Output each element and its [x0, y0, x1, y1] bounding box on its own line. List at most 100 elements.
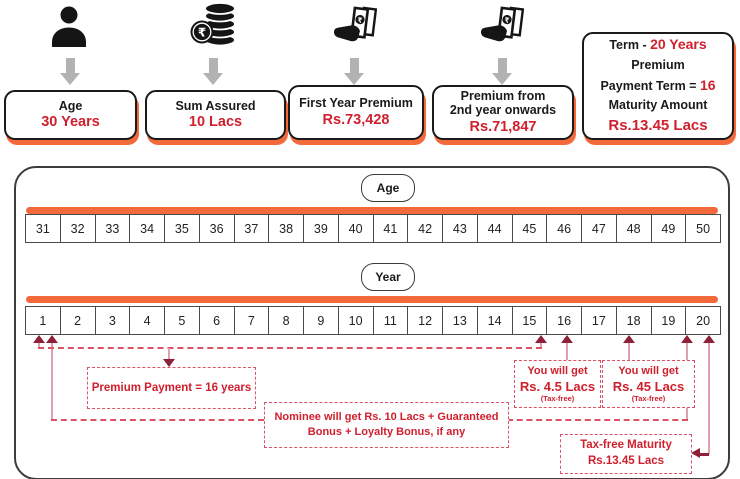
renewal-premium-title-line2: 2nd year onwards	[449, 103, 557, 118]
person-icon	[48, 5, 90, 47]
down-arrow-icon	[60, 58, 80, 85]
connector-line	[628, 343, 630, 361]
svg-text:₹: ₹	[357, 16, 363, 25]
svg-text:₹: ₹	[504, 16, 510, 25]
renewal-premium-card: Premium from 2nd year onwards Rs.71,847	[432, 85, 574, 140]
benefit-year18-note: You will get Rs. 45 Lacs (Tax-free)	[602, 360, 695, 408]
age-cell: 48	[617, 215, 652, 242]
age-cell: 45	[513, 215, 548, 242]
connector-line	[51, 343, 53, 421]
connector-line	[38, 343, 40, 349]
age-pill: Age	[361, 174, 415, 202]
age-cell: 42	[408, 215, 443, 242]
age-cell: 36	[200, 215, 235, 242]
sum-assured-title: Sum Assured	[175, 98, 256, 113]
year-cell: 3	[96, 307, 131, 334]
year-pill: Year	[361, 263, 415, 291]
up-arrow-year20-b	[703, 335, 715, 343]
summary-term-line: Term - 20 Years	[609, 34, 706, 55]
age-cell: 40	[339, 215, 374, 242]
age-cell: 31	[26, 215, 61, 242]
benefit16-line1: You will get	[527, 364, 588, 377]
connector-line	[566, 343, 568, 361]
year-cell: 13	[443, 307, 478, 334]
year-cell: 16	[547, 307, 582, 334]
timeline-panel: Age 31 32 33 34 35 36 37 38 39 40 41 42 43 44 45 46 47 48…	[14, 166, 730, 479]
up-arrow-year20-a	[681, 335, 693, 343]
up-arrow-year1-a	[33, 335, 45, 343]
age-cell: 33	[96, 215, 131, 242]
nominee-dashed-line-right	[507, 419, 688, 421]
summary-maturity-label: Maturity Amount	[608, 97, 708, 112]
benefit16-line2: Rs. 4.5 Lacs	[519, 378, 596, 394]
first-year-premium-card: First Year Premium Rs.73,428	[288, 85, 424, 140]
age-cell: 50	[696, 221, 711, 236]
connector-line	[700, 453, 709, 456]
year-cell: 14	[478, 307, 513, 334]
year-cell: 6	[200, 307, 235, 334]
age-cell: 44	[478, 215, 513, 242]
age-cell: 37	[235, 215, 270, 242]
year-cell: 11	[374, 307, 409, 334]
year-cell: 20	[696, 313, 711, 328]
summary-premium-line: Premium	[631, 57, 685, 72]
year-cell: 10	[339, 307, 374, 334]
maturity-line2: Rs.13.45 Lacs	[587, 455, 665, 467]
up-arrow-year16-a	[535, 335, 547, 343]
down-arrow-icon	[203, 58, 223, 85]
benefit-year16-note: You will get Rs. 4.5 Lacs (Tax-free)	[514, 360, 601, 408]
left-arrow-maturity	[691, 448, 700, 458]
renewal-premium-value: Rs.71,847	[469, 119, 537, 136]
down-arrow-icon	[344, 58, 364, 85]
down-arrow-premium-payment	[163, 359, 175, 367]
first-year-premium-title: First Year Premium	[299, 96, 413, 111]
term-label: Term -	[609, 38, 651, 53]
summary-card: Term - 20 Years Premium Payment Term = 1…	[582, 32, 734, 140]
age-cell: 35	[165, 215, 200, 242]
year-cell: 7	[235, 307, 270, 334]
age-bar	[26, 207, 718, 214]
year-cell: 15	[513, 307, 548, 334]
benefit18-line1: You will get	[618, 364, 679, 377]
benefit18-line3: (Tax-free)	[631, 394, 666, 404]
age-cell: 34	[130, 215, 165, 242]
age-cell: 32	[61, 215, 96, 242]
age-cell: 46	[547, 215, 582, 242]
benefit16-line3: (Tax-free)	[540, 394, 575, 404]
year-cell: 5	[165, 307, 200, 334]
down-arrow-icon	[492, 58, 512, 85]
connector-line	[540, 343, 542, 349]
first-year-premium-value: Rs.73,428	[322, 111, 390, 128]
svg-text:₹: ₹	[198, 26, 206, 40]
year-cell: 12	[408, 307, 443, 334]
up-arrow-year18	[623, 335, 635, 343]
term-value: 20 Years	[650, 36, 707, 53]
year-cell: 8	[269, 307, 304, 334]
premium-payment-note: Premium Payment = 16 years	[87, 367, 256, 409]
nominee-line1: Nominee will get Rs. 10 Lacs + Guarantee…	[274, 410, 499, 423]
summary-maturity-value: Rs.13.45 Lacs	[608, 116, 708, 134]
maturity-line1: Tax-free Maturity	[580, 439, 672, 452]
sum-assured-value: 10 Lacs	[188, 114, 243, 131]
age-card: Age 30 Years	[4, 90, 137, 140]
year-cell: 1	[26, 307, 61, 334]
ppt-label: Payment Term =	[600, 78, 700, 93]
connector-line	[708, 343, 710, 454]
renewal-premium-title-line1: Premium from	[460, 88, 546, 103]
nominee-dashed-line-left	[51, 419, 264, 421]
up-arrow-year16-b	[561, 335, 573, 343]
up-arrow-year1-b	[46, 335, 58, 343]
connector-line	[168, 348, 170, 359]
sum-assured-card: Sum Assured 10 Lacs	[145, 90, 286, 140]
benefit18-line2: Rs. 45 Lacs	[612, 378, 685, 394]
hand-money-icon: ₹	[480, 6, 525, 48]
hand-money-icon: ₹	[333, 6, 378, 48]
age-row: 31 32 33 34 35 36 37 38 39 40 41 42 43 44 45 46 47 48 49 50	[25, 214, 721, 243]
year-cell: 2	[61, 307, 96, 334]
age-card-value: 30 Years	[41, 114, 100, 131]
nominee-line2: Bonus + Loyalty Bonus, if any	[307, 426, 466, 438]
year-row: 1 2 3 4 5 6 7 8 9 10 11 12 13 14 15 16 17 18 19 20	[25, 306, 721, 335]
year-cell: 17	[582, 307, 617, 334]
year-bar	[26, 296, 718, 303]
